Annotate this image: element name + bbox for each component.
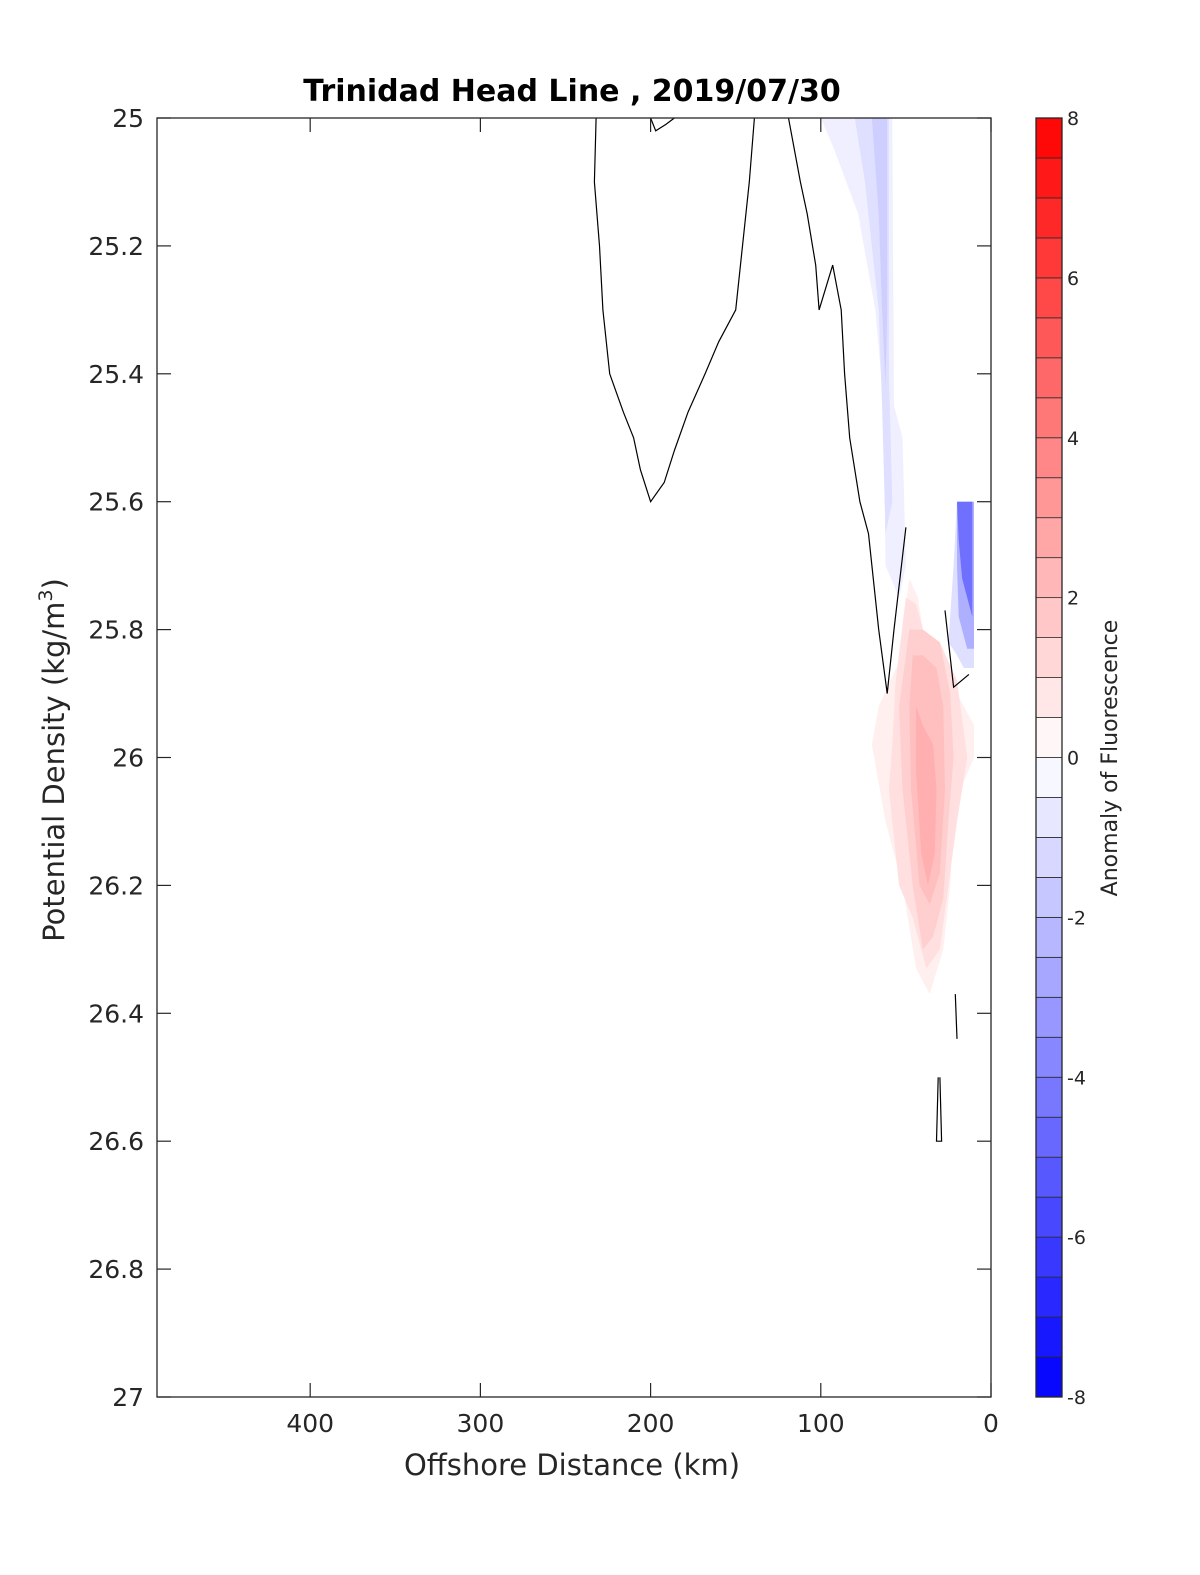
colorbar-tick-label: 8 [1067, 108, 1079, 130]
colorbar-band [1035, 117, 1063, 159]
y-axis-label-main: Potential Density (kg/m [37, 602, 71, 942]
zero-contour-line-4 [954, 994, 958, 1039]
x-tick-label: 100 [797, 1409, 845, 1438]
colorbar-band [1035, 757, 1063, 798]
plot-background [157, 118, 991, 1397]
y-tick-label: 26 [112, 744, 144, 773]
zero-contour-line-3 [944, 610, 970, 689]
colorbar-band [1035, 1156, 1063, 1198]
colorbar-band [1035, 1356, 1063, 1398]
y-axis-label-close: ) [37, 578, 71, 589]
colorbar-band [1035, 197, 1063, 239]
y-tick-labels: 25 25.2 25.4 25.6 25.8 26 26.2 26.4 26.6 26.8 27 [88, 104, 144, 1412]
colorbar-band [1035, 837, 1063, 878]
colorbar-frame [1035, 117, 1063, 1398]
colorbar-band [1035, 1116, 1063, 1158]
y-tick-label: 25.2 [88, 232, 144, 261]
colorbar-tick-label: -2 [1067, 907, 1086, 929]
x-tick-label: 400 [286, 1409, 334, 1438]
colorbar-band [1035, 317, 1063, 359]
y-tick-label: 26.6 [88, 1127, 144, 1156]
colorbar-band [1035, 357, 1063, 399]
y-tick-label: 26.4 [88, 999, 144, 1028]
x-tick-label: 200 [627, 1409, 675, 1438]
colorbar-band [1035, 1036, 1063, 1078]
colorbar-band [1035, 437, 1063, 479]
y-tick-label: 25.8 [88, 616, 144, 645]
x-tick-label: 300 [457, 1409, 505, 1438]
colorbar-band [1035, 677, 1063, 718]
colorbar-band [1035, 1276, 1063, 1318]
colorbar-band [1035, 517, 1063, 559]
colorbar-band [1035, 397, 1063, 439]
colorbar-band [1035, 1196, 1063, 1238]
axis-ticks [157, 117, 992, 1398]
zero-contour-line-5 [935, 1077, 943, 1142]
colorbar-tick-label: -8 [1067, 1387, 1086, 1409]
y-tick-label: 26.8 [88, 1255, 144, 1284]
colorbar-tick-label: 2 [1067, 588, 1079, 610]
colorbar-band [1035, 877, 1063, 918]
colorbar-band [1035, 996, 1063, 1038]
zero-contour-line-0 [593, 117, 755, 504]
filled-region-2 [871, 118, 888, 387]
colorbar-tick-label: -4 [1067, 1067, 1086, 1089]
colorbar-band [1035, 717, 1063, 758]
filled-region-10 [916, 706, 937, 886]
colorbar-band [1035, 1076, 1063, 1118]
chart-title: Trinidad Head Line , 2019/07/30 [303, 74, 840, 109]
zero-contour-line-1 [650, 117, 675, 132]
zero-contour-line-2 [787, 117, 907, 694]
colorbar: 8 6 4 2 0 -2 -4 -6 -8 Anomaly of Fluorescence [1035, 108, 1123, 1409]
colorbar-band [1035, 1236, 1063, 1278]
plot-area [156, 117, 992, 1398]
filled-region-5 [957, 501, 973, 617]
colorbar-band [1035, 597, 1063, 638]
filled-contours [820, 118, 974, 995]
colorbar-tick-label: 0 [1067, 748, 1079, 770]
x-axis-label: Offshore Distance (km) [404, 1448, 740, 1482]
colorbar-band [1035, 237, 1063, 279]
y-axis-label-superscript: 3 [35, 589, 57, 601]
colorbar-tick-label: 6 [1067, 268, 1079, 290]
x-tick-label: 0 [983, 1409, 999, 1438]
colorbar-band [1035, 557, 1063, 599]
y-tick-label: 25.4 [88, 360, 144, 389]
colorbar-bands [1035, 117, 1063, 1398]
y-axis-label: Potential Density (kg/m3) [35, 578, 71, 942]
colorbar-band [1035, 797, 1063, 838]
colorbar-tick-label: 4 [1067, 428, 1079, 450]
colorbar-band [1035, 637, 1063, 678]
zero-contour-lines [593, 117, 970, 1142]
colorbar-tick-label: -6 [1067, 1227, 1086, 1249]
colorbar-band [1035, 477, 1063, 519]
colorbar-band [1035, 956, 1063, 998]
x-tick-labels: 400 300 200 100 0 [286, 1409, 999, 1438]
colorbar-band [1035, 1316, 1063, 1358]
colorbar-label: Anomaly of Fluorescence [1098, 620, 1123, 897]
y-tick-label: 25 [112, 104, 144, 133]
y-tick-label: 27 [112, 1383, 144, 1412]
y-tick-label: 25.6 [88, 488, 144, 517]
colorbar-band [1035, 916, 1063, 958]
colorbar-band [1035, 277, 1063, 319]
colorbar-ticks: 8 6 4 2 0 -2 -4 -6 -8 [1067, 108, 1086, 1409]
colorbar-band [1035, 157, 1063, 199]
y-tick-label: 26.2 [88, 871, 144, 900]
